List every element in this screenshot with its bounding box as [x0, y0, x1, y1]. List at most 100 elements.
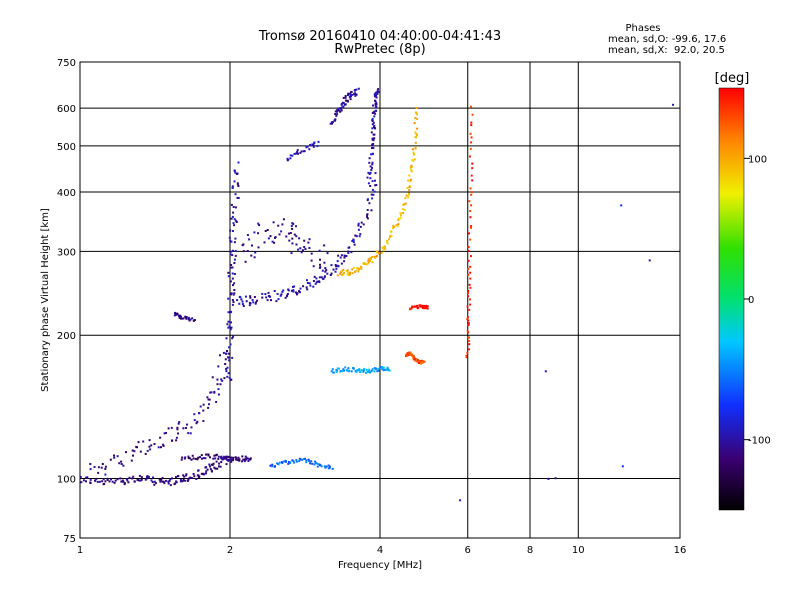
- data-point: [190, 477, 193, 479]
- data-point: [229, 311, 232, 314]
- data-point: [374, 179, 376, 182]
- data-point: [246, 234, 249, 236]
- data-point: [80, 481, 83, 484]
- data-point: [194, 457, 197, 460]
- data-point: [140, 476, 143, 479]
- data-point: [245, 300, 248, 303]
- data-point: [242, 458, 245, 461]
- data-point: [465, 354, 468, 357]
- y-axis-label: Stationary phase Virtual Height [km]: [40, 208, 51, 392]
- data-point: [153, 443, 156, 445]
- data-point: [371, 137, 374, 140]
- data-point: [209, 456, 211, 459]
- data-point: [247, 460, 250, 462]
- data-point: [360, 266, 363, 269]
- data-point: [312, 265, 315, 268]
- data-point: [184, 456, 187, 459]
- data-point: [203, 473, 206, 476]
- data-point: [336, 367, 339, 370]
- data-point: [202, 409, 205, 412]
- data-point: [309, 284, 312, 287]
- data-point: [291, 459, 294, 462]
- data-point: [372, 143, 375, 145]
- data-point: [339, 107, 342, 110]
- data-point: [180, 458, 183, 461]
- colorbar: [deg] 100 0 -100: [715, 71, 771, 511]
- data-point: [426, 307, 429, 310]
- data-point: [256, 299, 259, 302]
- data-point: [377, 88, 380, 91]
- data-point: [245, 456, 248, 459]
- data-point: [242, 305, 245, 307]
- data-point: [373, 137, 376, 140]
- data-point: [347, 252, 350, 255]
- data-point: [108, 480, 111, 483]
- data-point: [113, 456, 116, 459]
- data-point: [341, 106, 344, 109]
- data-point: [409, 166, 412, 169]
- data-point: [241, 303, 244, 306]
- data-point: [468, 232, 470, 235]
- data-point: [232, 211, 235, 214]
- data-point: [150, 444, 153, 447]
- data-point: [291, 237, 294, 240]
- data-point: [265, 296, 268, 299]
- data-point: [290, 225, 293, 227]
- data-point: [253, 296, 256, 298]
- data-point: [309, 462, 312, 465]
- data-point: [402, 208, 405, 211]
- data-point: [405, 354, 408, 357]
- data-point: [148, 445, 151, 448]
- data-point: [232, 222, 235, 225]
- data-point: [304, 248, 307, 250]
- data-point: [297, 152, 299, 155]
- data-point: [388, 238, 390, 241]
- data-point: [346, 269, 349, 272]
- data-point: [233, 218, 236, 221]
- data-point: [234, 456, 237, 459]
- data-point: [414, 136, 417, 138]
- data-point: [267, 237, 270, 240]
- data-point: [213, 390, 216, 393]
- data-point: [420, 361, 423, 364]
- data-point: [179, 480, 182, 483]
- data-point: [373, 115, 376, 118]
- data-point: [287, 232, 290, 235]
- data-point: [162, 480, 165, 483]
- data-point: [296, 149, 299, 152]
- data-point: [416, 113, 418, 116]
- data-point: [249, 296, 252, 299]
- data-point: [132, 475, 135, 478]
- data-point: [335, 370, 338, 373]
- data-point: [232, 335, 235, 338]
- data-point: [414, 117, 417, 120]
- data-point: [377, 369, 380, 372]
- data-point: [469, 271, 472, 274]
- data-point: [138, 474, 141, 477]
- data-point: [384, 247, 387, 250]
- data-point: [332, 268, 335, 271]
- data-point: [119, 477, 122, 480]
- data-point: [412, 357, 415, 360]
- colorbar-tick-label: -100: [748, 436, 771, 447]
- data-point: [236, 182, 239, 185]
- data-point: [386, 242, 389, 245]
- data-point: [142, 440, 145, 443]
- data-point: [366, 262, 369, 265]
- data-point: [370, 257, 373, 260]
- data-point: [299, 287, 302, 290]
- data-point: [389, 235, 392, 238]
- data-point: [193, 475, 196, 478]
- data-point: [408, 174, 411, 177]
- data-point: [382, 246, 385, 249]
- data-point: [217, 388, 220, 391]
- data-point: [232, 206, 235, 208]
- data-point: [227, 356, 230, 359]
- data-point: [466, 318, 469, 321]
- data-point: [180, 317, 183, 320]
- data-point: [286, 293, 289, 295]
- data-point: [251, 299, 254, 301]
- data-point: [466, 305, 469, 308]
- data-point: [362, 223, 365, 226]
- data-point: [381, 368, 384, 371]
